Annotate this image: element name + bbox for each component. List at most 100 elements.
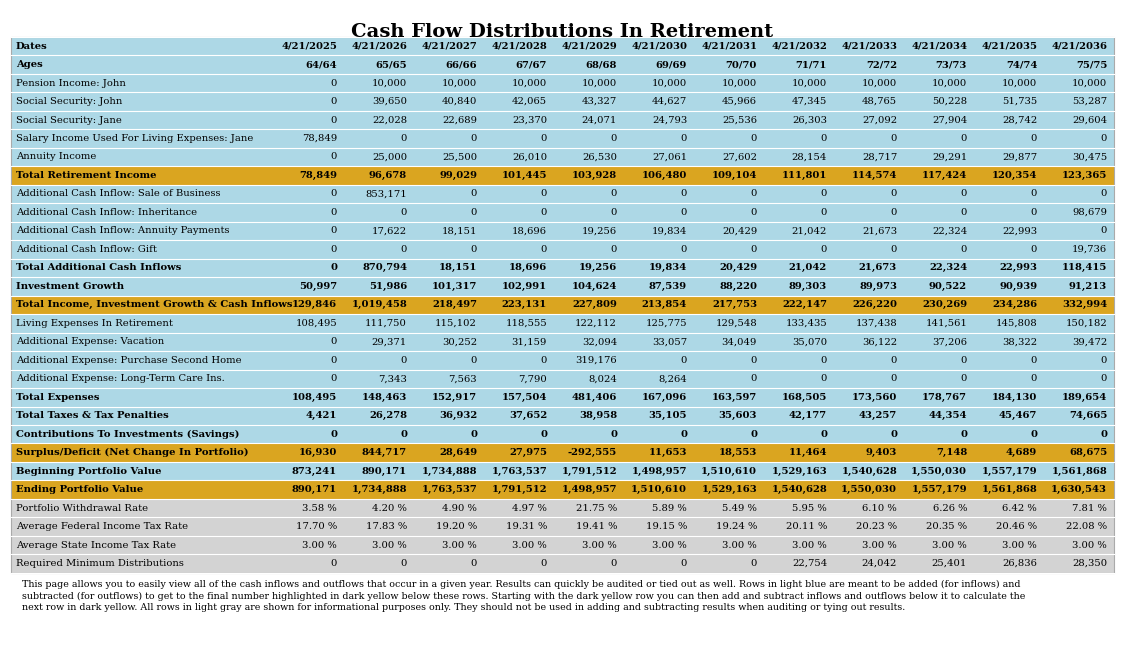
Text: 39,472: 39,472 [1072,337,1107,346]
Text: 0: 0 [331,356,338,364]
Text: 103,928: 103,928 [572,171,618,180]
Text: 3.00 %: 3.00 % [372,541,407,549]
Text: 96,678: 96,678 [369,171,407,180]
Text: 35,070: 35,070 [792,337,827,346]
Text: 0: 0 [400,134,407,143]
Text: 36,932: 36,932 [439,411,477,420]
Text: 0: 0 [331,375,338,383]
Text: 29,291: 29,291 [932,153,968,161]
Text: 72/72: 72/72 [866,60,897,69]
Text: 0: 0 [891,208,897,217]
Text: 19.24 %: 19.24 % [716,522,757,531]
Text: 178,767: 178,767 [922,393,968,402]
Text: 74,665: 74,665 [1069,411,1107,420]
Text: 108,495: 108,495 [295,319,338,328]
Text: 10,000: 10,000 [932,78,968,88]
Text: 4/21/2033: 4/21/2033 [842,42,897,51]
Text: 0: 0 [961,375,968,383]
Text: Portfolio Withdrawal Rate: Portfolio Withdrawal Rate [16,504,147,513]
Text: 0: 0 [331,337,338,346]
Text: 45,467: 45,467 [999,411,1037,420]
Text: 30,475: 30,475 [1072,153,1107,161]
Text: 7,343: 7,343 [378,375,407,383]
Text: 0: 0 [1100,356,1107,364]
Text: Ending Portfolio Value: Ending Portfolio Value [16,485,143,494]
Text: 66/66: 66/66 [446,60,477,69]
Text: 27,602: 27,602 [722,153,757,161]
Text: 10,000: 10,000 [442,78,477,88]
Text: 0: 0 [541,356,547,364]
Text: 36,122: 36,122 [862,337,897,346]
Text: 37,652: 37,652 [508,411,547,420]
Text: 173,560: 173,560 [852,393,897,402]
Text: Investment Growth: Investment Growth [16,282,124,291]
Text: 4/21/2030: 4/21/2030 [631,42,687,51]
Text: 0: 0 [400,356,407,364]
Text: 0: 0 [891,375,897,383]
Text: 3.00 %: 3.00 % [1072,541,1107,549]
Text: Additional Expense: Vacation: Additional Expense: Vacation [16,337,164,346]
Text: 30,252: 30,252 [442,337,477,346]
Text: 25,000: 25,000 [372,153,407,161]
Bar [11,444,1114,462]
Text: Total Income, Investment Growth & Cash Inflows: Total Income, Investment Growth & Cash I… [16,300,292,310]
Text: 90,939: 90,939 [999,282,1037,291]
Text: 1,550,030: 1,550,030 [911,467,968,476]
Bar [11,148,1114,166]
Text: 99,029: 99,029 [439,171,477,180]
Text: 25,401: 25,401 [932,559,968,568]
Bar [11,407,1114,425]
Text: 3.00 %: 3.00 % [652,541,687,549]
Text: 3.00 %: 3.00 % [1002,541,1037,549]
Text: 29,604: 29,604 [1072,115,1107,125]
Text: 19,256: 19,256 [582,226,618,235]
Text: 0: 0 [470,356,477,364]
Bar [11,554,1114,573]
Text: 74/74: 74/74 [1006,60,1037,69]
Text: 17,622: 17,622 [372,226,407,235]
Text: 10,000: 10,000 [371,78,407,88]
Text: 3.00 %: 3.00 % [792,541,827,549]
Text: 18,553: 18,553 [719,448,757,457]
Text: 1,498,957: 1,498,957 [631,467,687,476]
Text: 20.11 %: 20.11 % [785,522,827,531]
Text: 168,505: 168,505 [782,393,827,402]
Text: 0: 0 [890,429,897,439]
Text: Additional Expense: Long-Term Care Ins.: Additional Expense: Long-Term Care Ins. [16,375,224,383]
Text: 8,024: 8,024 [588,375,618,383]
Text: 844,717: 844,717 [362,448,407,457]
Text: 6.26 %: 6.26 % [933,504,968,513]
Text: 51,986: 51,986 [369,282,407,291]
Bar [11,166,1114,185]
Text: 0: 0 [330,429,338,439]
Text: 69/69: 69/69 [656,60,687,69]
Bar [11,517,1114,536]
Text: 890,171: 890,171 [291,485,338,494]
Text: 0: 0 [331,78,338,88]
Text: 43,327: 43,327 [582,97,618,106]
Text: 4/21/2028: 4/21/2028 [492,42,547,51]
Text: Surplus/Deficit (Net Change In Portfolio): Surplus/Deficit (Net Change In Portfolio… [16,448,249,457]
Text: 118,415: 118,415 [1062,263,1107,273]
Text: 873,241: 873,241 [291,467,338,476]
Text: 217,753: 217,753 [712,300,757,310]
Text: 0: 0 [470,559,477,568]
Text: 3.00 %: 3.00 % [303,541,338,549]
Text: 19,834: 19,834 [651,226,687,235]
Text: 0: 0 [681,190,687,198]
Text: 122,112: 122,112 [575,319,618,328]
Text: 133,435: 133,435 [785,319,827,328]
Text: 42,177: 42,177 [789,411,827,420]
Text: 332,994: 332,994 [1062,300,1107,310]
Text: 18,696: 18,696 [512,226,547,235]
Text: 5.89 %: 5.89 % [652,504,687,513]
Text: 21,042: 21,042 [789,263,827,273]
Text: 26,010: 26,010 [512,153,547,161]
Text: 319,176: 319,176 [576,356,618,364]
Bar [11,203,1114,222]
Text: 141,561: 141,561 [925,319,968,328]
Bar [11,56,1114,74]
Text: 24,071: 24,071 [582,115,618,125]
Text: 0: 0 [331,115,338,125]
Text: 1,763,537: 1,763,537 [492,467,547,476]
